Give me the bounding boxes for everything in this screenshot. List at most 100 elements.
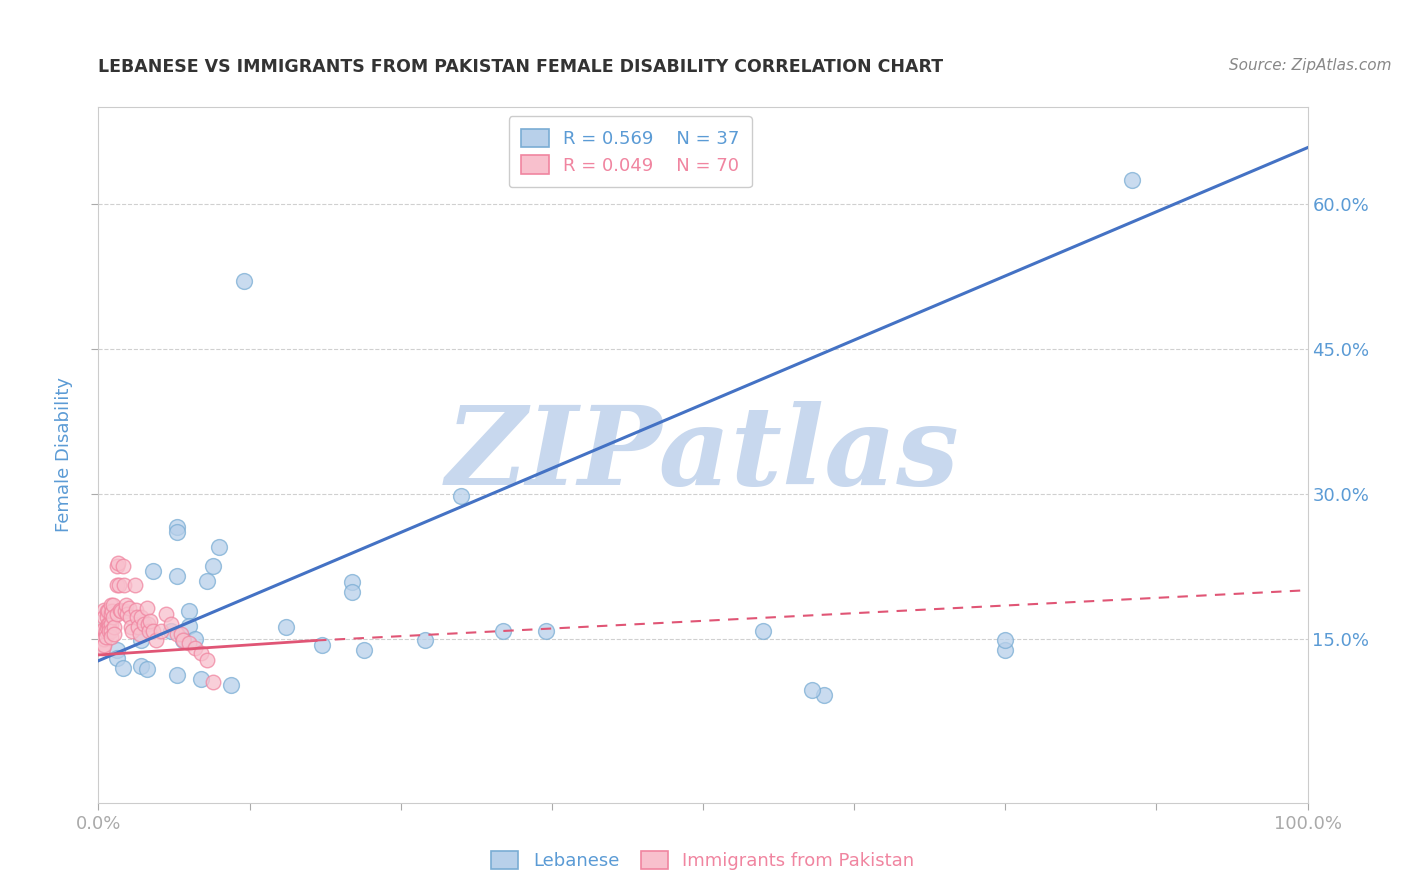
Point (136, 617, 159, 632)
Point (108, 602, 131, 616)
Point (125, 602, 148, 616)
Point (100, 605, 122, 619)
Point (184, 641, 207, 656)
Point (800, 682, 823, 697)
Point (994, 643, 1017, 657)
Point (91, 638, 114, 652)
Point (105, 651, 128, 665)
Point (142, 624, 165, 638)
Point (138, 624, 160, 638)
Point (135, 662, 157, 677)
Point (184, 632, 207, 646)
Point (105, 578, 128, 592)
Point (221, 678, 243, 692)
Point (118, 610, 141, 624)
Point (91, 624, 114, 638)
Point (179, 636, 201, 650)
Point (274, 620, 297, 634)
Point (232, 274, 254, 288)
Point (127, 610, 149, 624)
Point (93, 622, 115, 636)
Point (103, 626, 125, 640)
Point (145, 633, 167, 648)
Point (450, 489, 472, 503)
Point (98, 620, 121, 634)
Point (172, 633, 194, 648)
Point (111, 559, 134, 574)
Point (107, 556, 129, 570)
Point (93, 632, 115, 646)
Point (97, 605, 120, 619)
Point (413, 633, 436, 648)
Point (311, 638, 333, 652)
Point (101, 610, 124, 624)
Point (129, 610, 152, 624)
Point (492, 624, 515, 638)
Point (813, 688, 835, 702)
Point (108, 578, 131, 592)
Point (114, 605, 136, 619)
Point (120, 620, 142, 634)
Point (100, 607, 122, 622)
Point (166, 525, 188, 540)
Point (117, 607, 139, 622)
Point (166, 668, 188, 682)
Point (93, 602, 115, 616)
Point (534, 624, 557, 638)
Point (155, 607, 177, 622)
Point (121, 624, 143, 638)
Point (91, 641, 114, 656)
Point (111, 660, 134, 674)
Point (202, 675, 225, 690)
Point (94, 624, 117, 638)
Point (96, 610, 118, 624)
Point (139, 614, 162, 628)
Point (129, 658, 152, 673)
Point (129, 633, 152, 648)
Point (112, 578, 135, 592)
Point (195, 574, 218, 588)
Point (103, 620, 125, 634)
Y-axis label: Female Disability: Female Disability (55, 377, 73, 533)
Point (91, 633, 114, 648)
Point (91, 632, 114, 646)
Point (101, 598, 124, 612)
Point (128, 626, 150, 640)
Point (195, 653, 218, 667)
Point (127, 620, 149, 634)
Point (100, 624, 122, 638)
Point (172, 633, 194, 648)
Point (100, 598, 122, 612)
Point (96, 605, 118, 619)
Point (166, 626, 188, 640)
Point (93, 610, 115, 624)
Point (100, 630, 122, 644)
Point (342, 585, 364, 599)
Point (124, 578, 146, 592)
Point (118, 600, 141, 615)
Point (96, 620, 118, 634)
Point (190, 646, 212, 660)
Point (179, 619, 201, 633)
Point (202, 559, 225, 574)
Point (353, 643, 375, 657)
Point (160, 617, 183, 632)
Point (166, 520, 188, 534)
Point (135, 600, 157, 615)
Point (100, 617, 122, 632)
Point (150, 624, 173, 638)
Point (142, 564, 165, 578)
Text: Source: ZipAtlas.com: Source: ZipAtlas.com (1229, 58, 1392, 73)
Point (134, 617, 156, 632)
Point (994, 633, 1017, 648)
Text: ZIPatlas: ZIPatlas (446, 401, 960, 508)
Point (1121, 172, 1143, 186)
Point (110, 605, 132, 619)
Point (98, 624, 121, 638)
Point (752, 624, 775, 638)
Text: LEBANESE VS IMMIGRANTS FROM PAKISTAN FEMALE DISABILITY CORRELATION CHART: LEBANESE VS IMMIGRANTS FROM PAKISTAN FEM… (98, 58, 943, 76)
Point (94, 630, 117, 644)
Point (208, 540, 231, 554)
Point (105, 607, 128, 622)
Point (179, 605, 201, 619)
